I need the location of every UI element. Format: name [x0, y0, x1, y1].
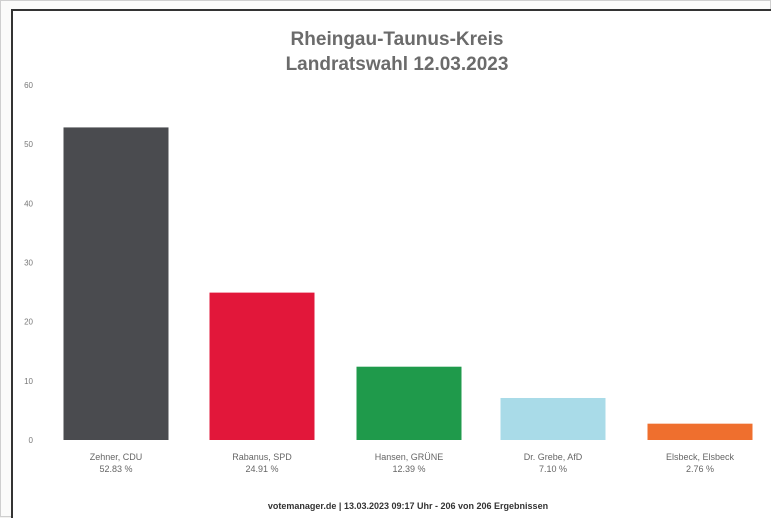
chart-title: Rheingau-Taunus-Kreis: [291, 29, 504, 50]
value-label: 2.76 %: [686, 464, 714, 474]
bar: [647, 423, 753, 440]
y-tick-label: 60: [24, 81, 33, 90]
y-tick-label: 20: [24, 318, 33, 327]
bar: [356, 366, 462, 440]
y-tick-label: 30: [24, 259, 33, 268]
category-label: Rabanus, SPD: [232, 452, 292, 462]
category-label: Hansen, GRÜNE: [375, 452, 444, 462]
category-label: Zehner, CDU: [90, 452, 143, 462]
bar: [63, 127, 169, 441]
value-label: 24.91 %: [245, 464, 278, 474]
chart-subtitle: Landratswahl 12.03.2023: [286, 54, 509, 75]
x-axis-labels: Zehner, CDU 52.83 % Rabanus, SPD 24.91 % Han…: [90, 452, 735, 474]
y-tick-label: 10: [24, 377, 33, 386]
value-label: 7.10 %: [539, 464, 567, 474]
category-label: Dr. Grebe, AfD: [524, 452, 583, 462]
y-tick-label: 50: [24, 140, 33, 149]
y-axis: 0 10 20 30 40 50 60: [24, 81, 33, 445]
bar: [500, 397, 606, 440]
bars-group: [63, 127, 753, 441]
y-tick-label: 40: [24, 199, 33, 208]
category-label: Elsbeck, Elsbeck: [666, 452, 735, 462]
bar: [209, 292, 315, 440]
chart-footer: votemanager.de | 13.03.2023 09:17 Uhr - …: [268, 501, 548, 511]
y-tick-label: 0: [29, 436, 34, 445]
value-label: 12.39 %: [392, 464, 425, 474]
value-label: 52.83 %: [99, 464, 132, 474]
